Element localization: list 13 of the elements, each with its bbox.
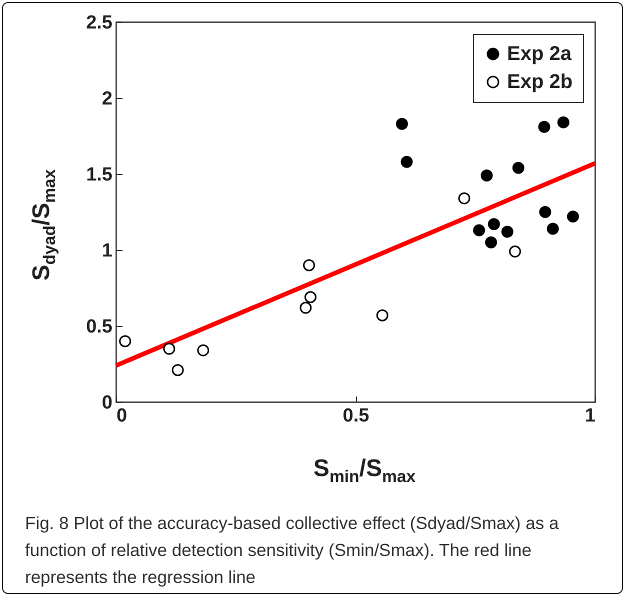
y-tick-label: 2.5	[86, 12, 113, 34]
x-tick-label: 0	[116, 406, 128, 426]
caption: Fig. 8 Plot of the accuracy-based collective effect (Sdyad/Smax) as a function of relative detection sensitivity (Smin/Smax). The red line represents the regression line	[25, 512, 560, 589]
x-tick-label: 1	[584, 406, 596, 426]
x-tick-label: 0.5	[342, 406, 370, 426]
x-axis-title: S$_{min}$/S$_{max}$	[312, 455, 417, 487]
legend-label: Exp 2b	[507, 71, 573, 93]
y-tick-label: 0	[102, 392, 112, 414]
y-tick-label: 1	[102, 240, 113, 262]
y-tick-label: 2	[102, 88, 112, 110]
y-tick-label: 0.5	[86, 316, 113, 338]
legend-label: Exp 2a	[507, 43, 572, 65]
y-tick-label: 1.5	[86, 164, 113, 186]
